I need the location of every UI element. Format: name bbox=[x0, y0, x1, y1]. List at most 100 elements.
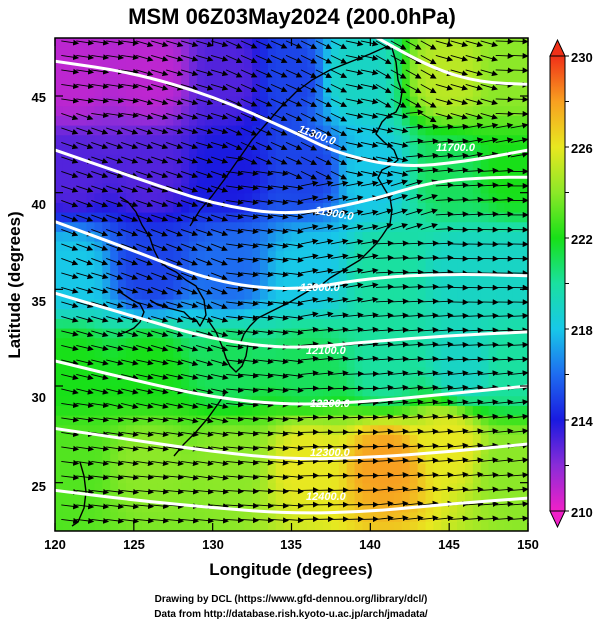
temperature-cell bbox=[125, 212, 135, 223]
temperature-cell bbox=[433, 337, 442, 348]
temperature-cell bbox=[55, 270, 64, 281]
temperature-cell bbox=[173, 212, 182, 223]
temperature-cell bbox=[307, 76, 316, 87]
wind-arrow bbox=[240, 488, 259, 495]
temperature-cell bbox=[125, 173, 135, 184]
temperature-cell bbox=[181, 115, 190, 126]
temperature-cell bbox=[354, 308, 364, 319]
temperature-cell bbox=[512, 96, 521, 107]
temperature-cell bbox=[55, 337, 64, 348]
temperature-cell bbox=[307, 473, 316, 484]
temperature-cell bbox=[378, 125, 387, 136]
wind-arrow bbox=[315, 414, 334, 421]
wind-arrow bbox=[240, 213, 259, 220]
temperature-cell bbox=[417, 154, 427, 165]
temperature-cell bbox=[275, 473, 285, 484]
temperature-cell bbox=[433, 96, 442, 107]
temperature-cell bbox=[433, 357, 442, 368]
temperature-cell bbox=[204, 424, 214, 435]
temperature-cell bbox=[70, 453, 80, 464]
temperature-cell bbox=[362, 125, 371, 136]
temperature-cell bbox=[228, 260, 237, 271]
temperature-cell bbox=[62, 270, 72, 281]
temperature-cell bbox=[133, 463, 143, 474]
plot-area: 11300.0 11700.0 11900.0 12000.0 12100.0 … bbox=[55, 38, 528, 531]
temperature-cell bbox=[55, 212, 64, 223]
wind-arrow bbox=[435, 123, 454, 130]
temperature-cell bbox=[393, 173, 403, 184]
wind-arrow bbox=[510, 356, 528, 363]
temperature-cell bbox=[496, 241, 505, 252]
temperature-cell bbox=[275, 57, 285, 68]
temperature-cell bbox=[393, 405, 403, 416]
temperature-cell bbox=[204, 144, 214, 155]
temperature-cell bbox=[204, 163, 214, 174]
temperature-cell bbox=[55, 347, 64, 358]
temperature-cell bbox=[409, 328, 419, 339]
wind-arrow bbox=[196, 417, 214, 424]
temperature-cell bbox=[212, 279, 222, 290]
temperature-cell bbox=[472, 260, 482, 271]
wind-arrow bbox=[420, 283, 439, 290]
temperature-cell bbox=[441, 415, 450, 426]
temperature-cell bbox=[252, 511, 261, 522]
temperature-cell bbox=[252, 453, 261, 464]
temperature-cell bbox=[346, 299, 356, 310]
temperature-cell bbox=[378, 386, 387, 397]
temperature-cell bbox=[110, 38, 119, 49]
temperature-cell bbox=[393, 86, 403, 97]
wind-arrow bbox=[390, 170, 409, 177]
temperature-cell bbox=[141, 521, 151, 531]
temperature-cell bbox=[267, 511, 277, 522]
wind-arrow bbox=[270, 228, 289, 235]
temperature-cell bbox=[457, 47, 466, 58]
temperature-cell bbox=[291, 434, 300, 445]
temperature-cell bbox=[480, 308, 490, 319]
temperature-cell bbox=[196, 424, 206, 435]
temperature-cell bbox=[275, 270, 285, 281]
wind-arrow bbox=[166, 272, 183, 281]
temperature-cell bbox=[204, 347, 214, 358]
temperature-cell bbox=[78, 202, 88, 213]
temperature-cell bbox=[291, 163, 300, 174]
temperature-cell bbox=[504, 376, 513, 387]
temperature-cell bbox=[259, 212, 269, 223]
temperature-cell bbox=[189, 366, 198, 377]
wind-arrow bbox=[136, 257, 153, 266]
temperature-cell bbox=[244, 154, 253, 165]
temperature-cell bbox=[370, 521, 379, 531]
temperature-cell bbox=[165, 424, 174, 435]
wind-arrow bbox=[136, 517, 155, 524]
wind-arrow bbox=[240, 445, 259, 452]
wind-arrow bbox=[180, 243, 198, 252]
wind-arrow bbox=[151, 199, 169, 208]
wind-arrow bbox=[435, 312, 454, 319]
temperature-cell bbox=[70, 289, 80, 300]
wind-arrow bbox=[166, 344, 184, 352]
temperature-cell bbox=[267, 386, 277, 397]
temperature-cell bbox=[110, 221, 119, 232]
wind-arrow bbox=[480, 167, 499, 174]
wind-arrow bbox=[210, 344, 229, 352]
temperature-cell bbox=[62, 482, 72, 493]
temperature-cell bbox=[370, 270, 379, 281]
temperature-cell bbox=[149, 144, 159, 155]
wind-arrow bbox=[300, 385, 319, 392]
temperature-cell bbox=[425, 279, 434, 290]
wind-arrow bbox=[465, 428, 484, 435]
temperature-cell bbox=[425, 250, 434, 261]
temperature-cell bbox=[220, 47, 230, 58]
wind-arrow bbox=[180, 98, 199, 106]
temperature-cell bbox=[283, 86, 293, 97]
temperature-cell bbox=[315, 47, 324, 58]
temperature-cell bbox=[425, 376, 434, 387]
temperature-cell bbox=[378, 241, 387, 252]
temperature-cell bbox=[244, 376, 253, 387]
temperature-cell bbox=[362, 67, 371, 78]
wind-arrow bbox=[270, 127, 288, 136]
temperature-cell bbox=[149, 212, 159, 223]
temperature-cell bbox=[330, 386, 340, 397]
wind-arrow bbox=[225, 127, 243, 136]
temperature-cell bbox=[496, 434, 505, 445]
temperature-cell bbox=[362, 96, 371, 107]
